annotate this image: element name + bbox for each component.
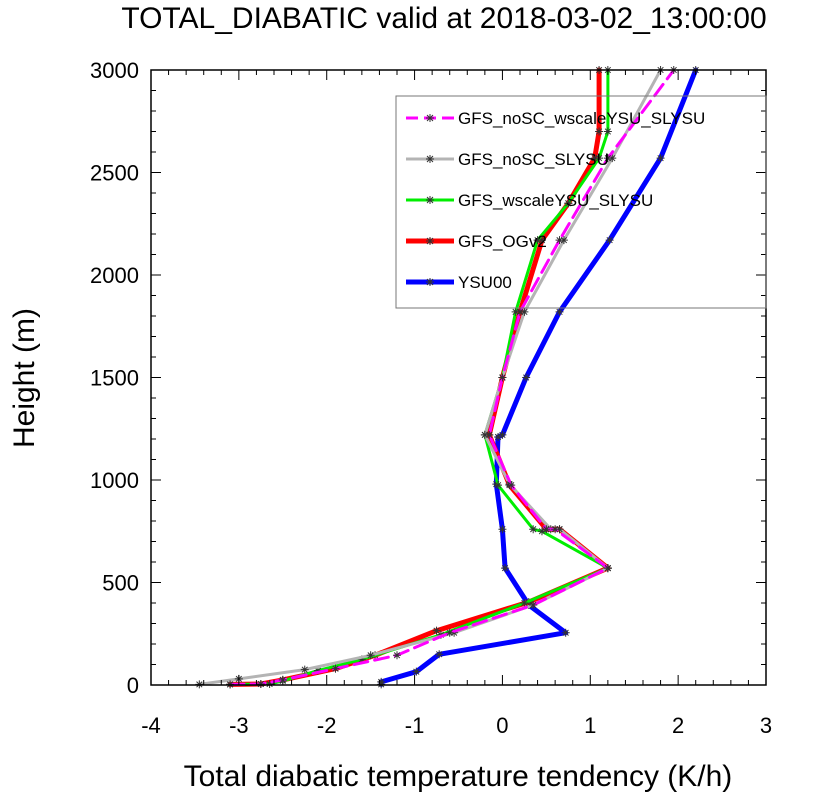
data-point-gfs-wscaleysu-slysu (265, 679, 274, 688)
data-point-gfs-nosc-wscaleysu-slysu (529, 601, 538, 610)
data-point-ysu00 (377, 677, 386, 686)
data-point-gfs-ogv2 (590, 154, 599, 163)
data-point-gfs-ogv2 (595, 127, 604, 136)
data-point-gfs-nosc-wscaleysu-slysu (331, 664, 340, 673)
series-line-ysu00 (378, 67, 699, 687)
data-point-ysu00 (494, 432, 503, 441)
data-point-ysu00 (561, 628, 570, 637)
data-point-gfs-nosc-wscaleysu-slysu (485, 430, 494, 439)
data-point-gfs-nosc-wscaleysu-slysu (507, 481, 516, 490)
legend-label-gfs-wscaleysu-slysu: GFS_wscaleYSU_SLYSU (458, 191, 653, 210)
data-point-gfs-nosc-wscaleysu-slysu (551, 525, 560, 534)
x-axis-label: Total diabatic temperature tendency (K/h… (184, 760, 733, 793)
data-point-gfs-wscaleysu-slysu (313, 666, 322, 675)
data-point-gfs-wscaleysu-slysu (537, 527, 546, 536)
y-tick-label: 1000 (90, 468, 139, 493)
y-axis-label: Height (m) (8, 308, 41, 448)
data-point-gfs-wscaleysu-slysu (520, 599, 529, 607)
legend: GFS_noSC_wscaleYSU_SLYSU GFS_noSC_SLYSU GF… (395, 95, 767, 309)
x-tick-label: 3 (760, 713, 772, 738)
data-point-gfs-wscaleysu-slysu (529, 525, 538, 534)
legend-marker-gfs-ogv2 (426, 237, 434, 245)
data-point-gfs-nosc-wscaleysu-slysu (555, 236, 564, 245)
data-point-gfs-nosc-wscaleysu-slysu (393, 651, 401, 660)
data-point-gfs-nosc-slysu (520, 307, 529, 316)
data-point-ysu00 (412, 667, 421, 676)
y-tick-label: 0 (127, 673, 139, 698)
data-point-ysu00 (522, 373, 531, 382)
y-tick-label: 500 (102, 571, 139, 596)
data-point-gfs-ogv2 (537, 236, 546, 245)
data-point-gfs-ogv2 (432, 626, 441, 635)
data-point-ysu00 (555, 307, 564, 316)
y-tick-label: 2500 (90, 161, 139, 186)
x-tick-label: 1 (584, 713, 596, 738)
data-point-gfs-nosc-wscaleysu-slysu (603, 154, 612, 163)
data-point-gfs-nosc-wscaleysu-slysu (256, 679, 265, 688)
data-point-ysu00 (656, 154, 665, 163)
data-point-gfs-wscaleysu-slysu (533, 236, 542, 245)
legend-marker-ysu00 (426, 278, 434, 286)
data-point-gfs-nosc-wscaleysu-slysu (603, 564, 612, 573)
data-point-gfs-wscaleysu-slysu (357, 655, 366, 664)
data-point-gfs-nosc-slysu (608, 154, 617, 163)
data-point-gfs-wscaleysu-slysu (511, 307, 520, 316)
y-tick-label: 1500 (90, 366, 139, 391)
data-point-gfs-nosc-slysu (300, 665, 309, 674)
y-tick-label: 2000 (90, 263, 139, 288)
x-tick-label: 2 (672, 713, 684, 738)
data-point-gfs-wscaleysu-slysu (494, 481, 503, 490)
x-tick-label: -4 (141, 713, 161, 738)
chart-title: TOTAL_DIABATIC valid at 2018-03-02_13:00… (121, 2, 766, 35)
x-tick-label: 0 (496, 713, 508, 738)
data-point-gfs-nosc-wscaleysu-slysu (278, 675, 287, 684)
data-point-gfs-nosc-wscaleysu-slysu (542, 525, 551, 534)
data-point-gfs-wscaleysu-slysu (595, 154, 604, 163)
data-point-gfs-nosc-wscaleysu-slysu (445, 628, 454, 637)
data-point-ysu00 (605, 236, 614, 245)
legend-label-gfs-nosc-slysu: GFS_noSC_SLYSU (458, 150, 609, 169)
data-point-ysu00 (498, 430, 507, 439)
data-point-gfs-nosc-slysu (366, 651, 375, 660)
data-point-gfs-nosc-slysu (555, 525, 564, 534)
data-point-ysu00 (435, 650, 444, 659)
data-point-ysu00 (501, 564, 510, 573)
data-point-gfs-wscaleysu-slysu (603, 127, 612, 136)
data-point-gfs-nosc-wscaleysu-slysu (498, 373, 507, 382)
y-tick-label: 3000 (90, 58, 139, 83)
data-point-gfs-nosc-wscaleysu-slysu (516, 307, 524, 316)
legend-label-gfs-nosc-wscaleysu-slysu: GFS_noSC_wscaleYSU_SLYSU (458, 109, 705, 128)
x-tick-label: -3 (229, 713, 249, 738)
legend-label-ysu00: YSU00 (458, 273, 512, 292)
data-point-gfs-wscaleysu-slysu (564, 199, 573, 208)
data-point-ysu00 (498, 525, 507, 534)
legend-box (395, 95, 767, 309)
legend-label-gfs-ogv2: GFS_OGv2 (458, 232, 547, 251)
legend-marker-gfs-nosc-slysu (426, 155, 434, 163)
data-point-gfs-nosc-slysu (480, 430, 489, 439)
legend-marker-gfs-nosc-wscaleysu-slysu (426, 114, 434, 122)
legend-marker-gfs-wscaleysu-slysu (426, 196, 434, 204)
x-tick-label: -1 (405, 713, 425, 738)
plot-area: -4 -3 -2 -1 0 1 2 3 0 500 1000 1500 2000 2500 3000 GFS_… (90, 58, 772, 738)
x-tick-label: -2 (317, 713, 337, 738)
data-point-gfs-nosc-slysu (559, 236, 568, 245)
